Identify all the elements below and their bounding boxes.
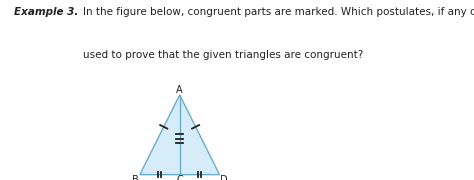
Text: C: C — [176, 175, 183, 180]
Text: used to prove that the given triangles are congruent?: used to prove that the given triangles a… — [83, 50, 363, 60]
Polygon shape — [140, 95, 219, 175]
Text: In the figure below, congruent parts are marked. Which postulates, if any can be: In the figure below, congruent parts are… — [83, 7, 474, 17]
Text: B: B — [132, 175, 139, 180]
Text: Example 3.: Example 3. — [14, 7, 79, 17]
Text: A: A — [176, 85, 183, 95]
Text: D: D — [220, 175, 228, 180]
